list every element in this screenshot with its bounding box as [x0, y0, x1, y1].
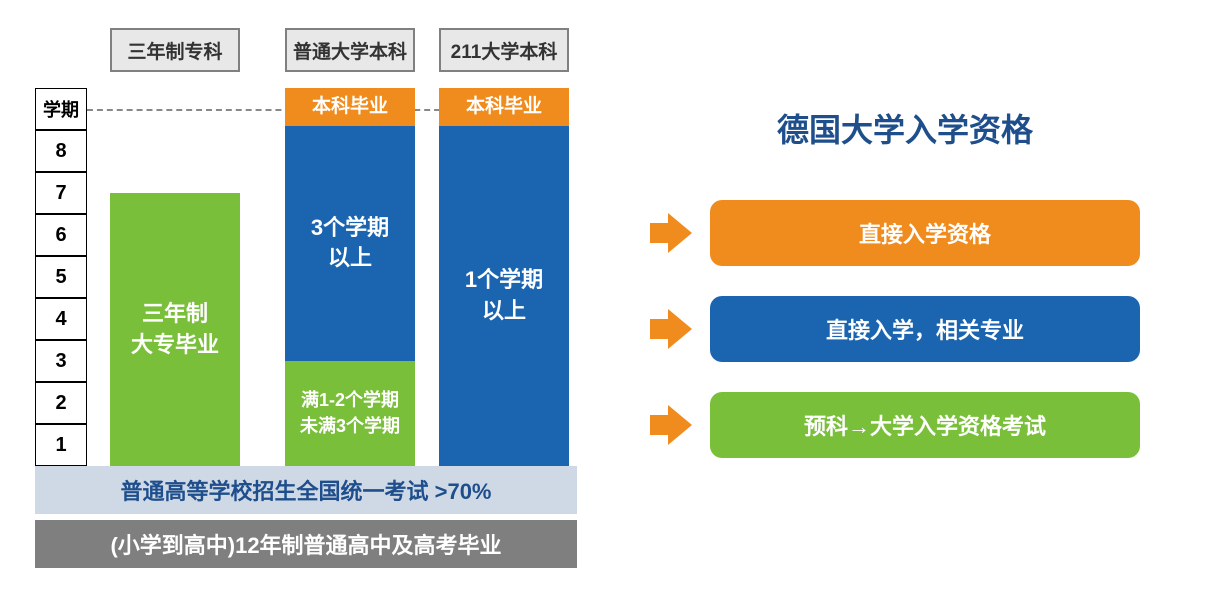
- axis-tick: 1: [35, 424, 87, 466]
- legend-arrow-head-icon: [668, 213, 692, 253]
- footer-bar-1: 普通高等学校招生全国统一考试 >70%: [35, 466, 577, 514]
- axis-tick: 6: [35, 214, 87, 256]
- axis-tick: 3: [35, 340, 87, 382]
- bar-col3-blue: 1个学期 以上: [439, 126, 569, 466]
- header-col3: 211大学本科: [439, 28, 569, 72]
- legend-arrow-body-icon: [650, 415, 668, 435]
- bar-col1-green: 三年制 大专毕业: [110, 193, 240, 466]
- legend-arrow-head-icon: [668, 405, 692, 445]
- legend-arrow-body-icon: [650, 319, 668, 339]
- bar-col2-blue: 3个学期 以上: [285, 126, 415, 361]
- legend-title: 德国大学入学资格: [670, 105, 1140, 151]
- header-col2: 普通大学本科: [285, 28, 415, 72]
- axis-tick: 5: [35, 256, 87, 298]
- legend-arrow-body-icon: [650, 223, 668, 243]
- legend-item: 直接入学资格: [710, 200, 1140, 266]
- bar-col2-green: 满1-2个学期 未满3个学期: [285, 361, 415, 466]
- legend-item: 直接入学，相关专业: [710, 296, 1140, 362]
- axis-label: 学期: [35, 88, 87, 130]
- axis-tick: 7: [35, 172, 87, 214]
- axis-tick: 4: [35, 298, 87, 340]
- legend-arrow-head-icon: [668, 309, 692, 349]
- axis-tick: 8: [35, 130, 87, 172]
- legend-item: 预科→大学入学资格考试: [710, 392, 1140, 458]
- bar-col2-orange: 本科毕业: [285, 88, 415, 126]
- axis-tick: 2: [35, 382, 87, 424]
- header-col1: 三年制专科: [110, 28, 240, 72]
- bar-col3-orange: 本科毕业: [439, 88, 569, 126]
- footer-bar-2: (小学到高中)12年制普通高中及高考毕业: [35, 520, 577, 568]
